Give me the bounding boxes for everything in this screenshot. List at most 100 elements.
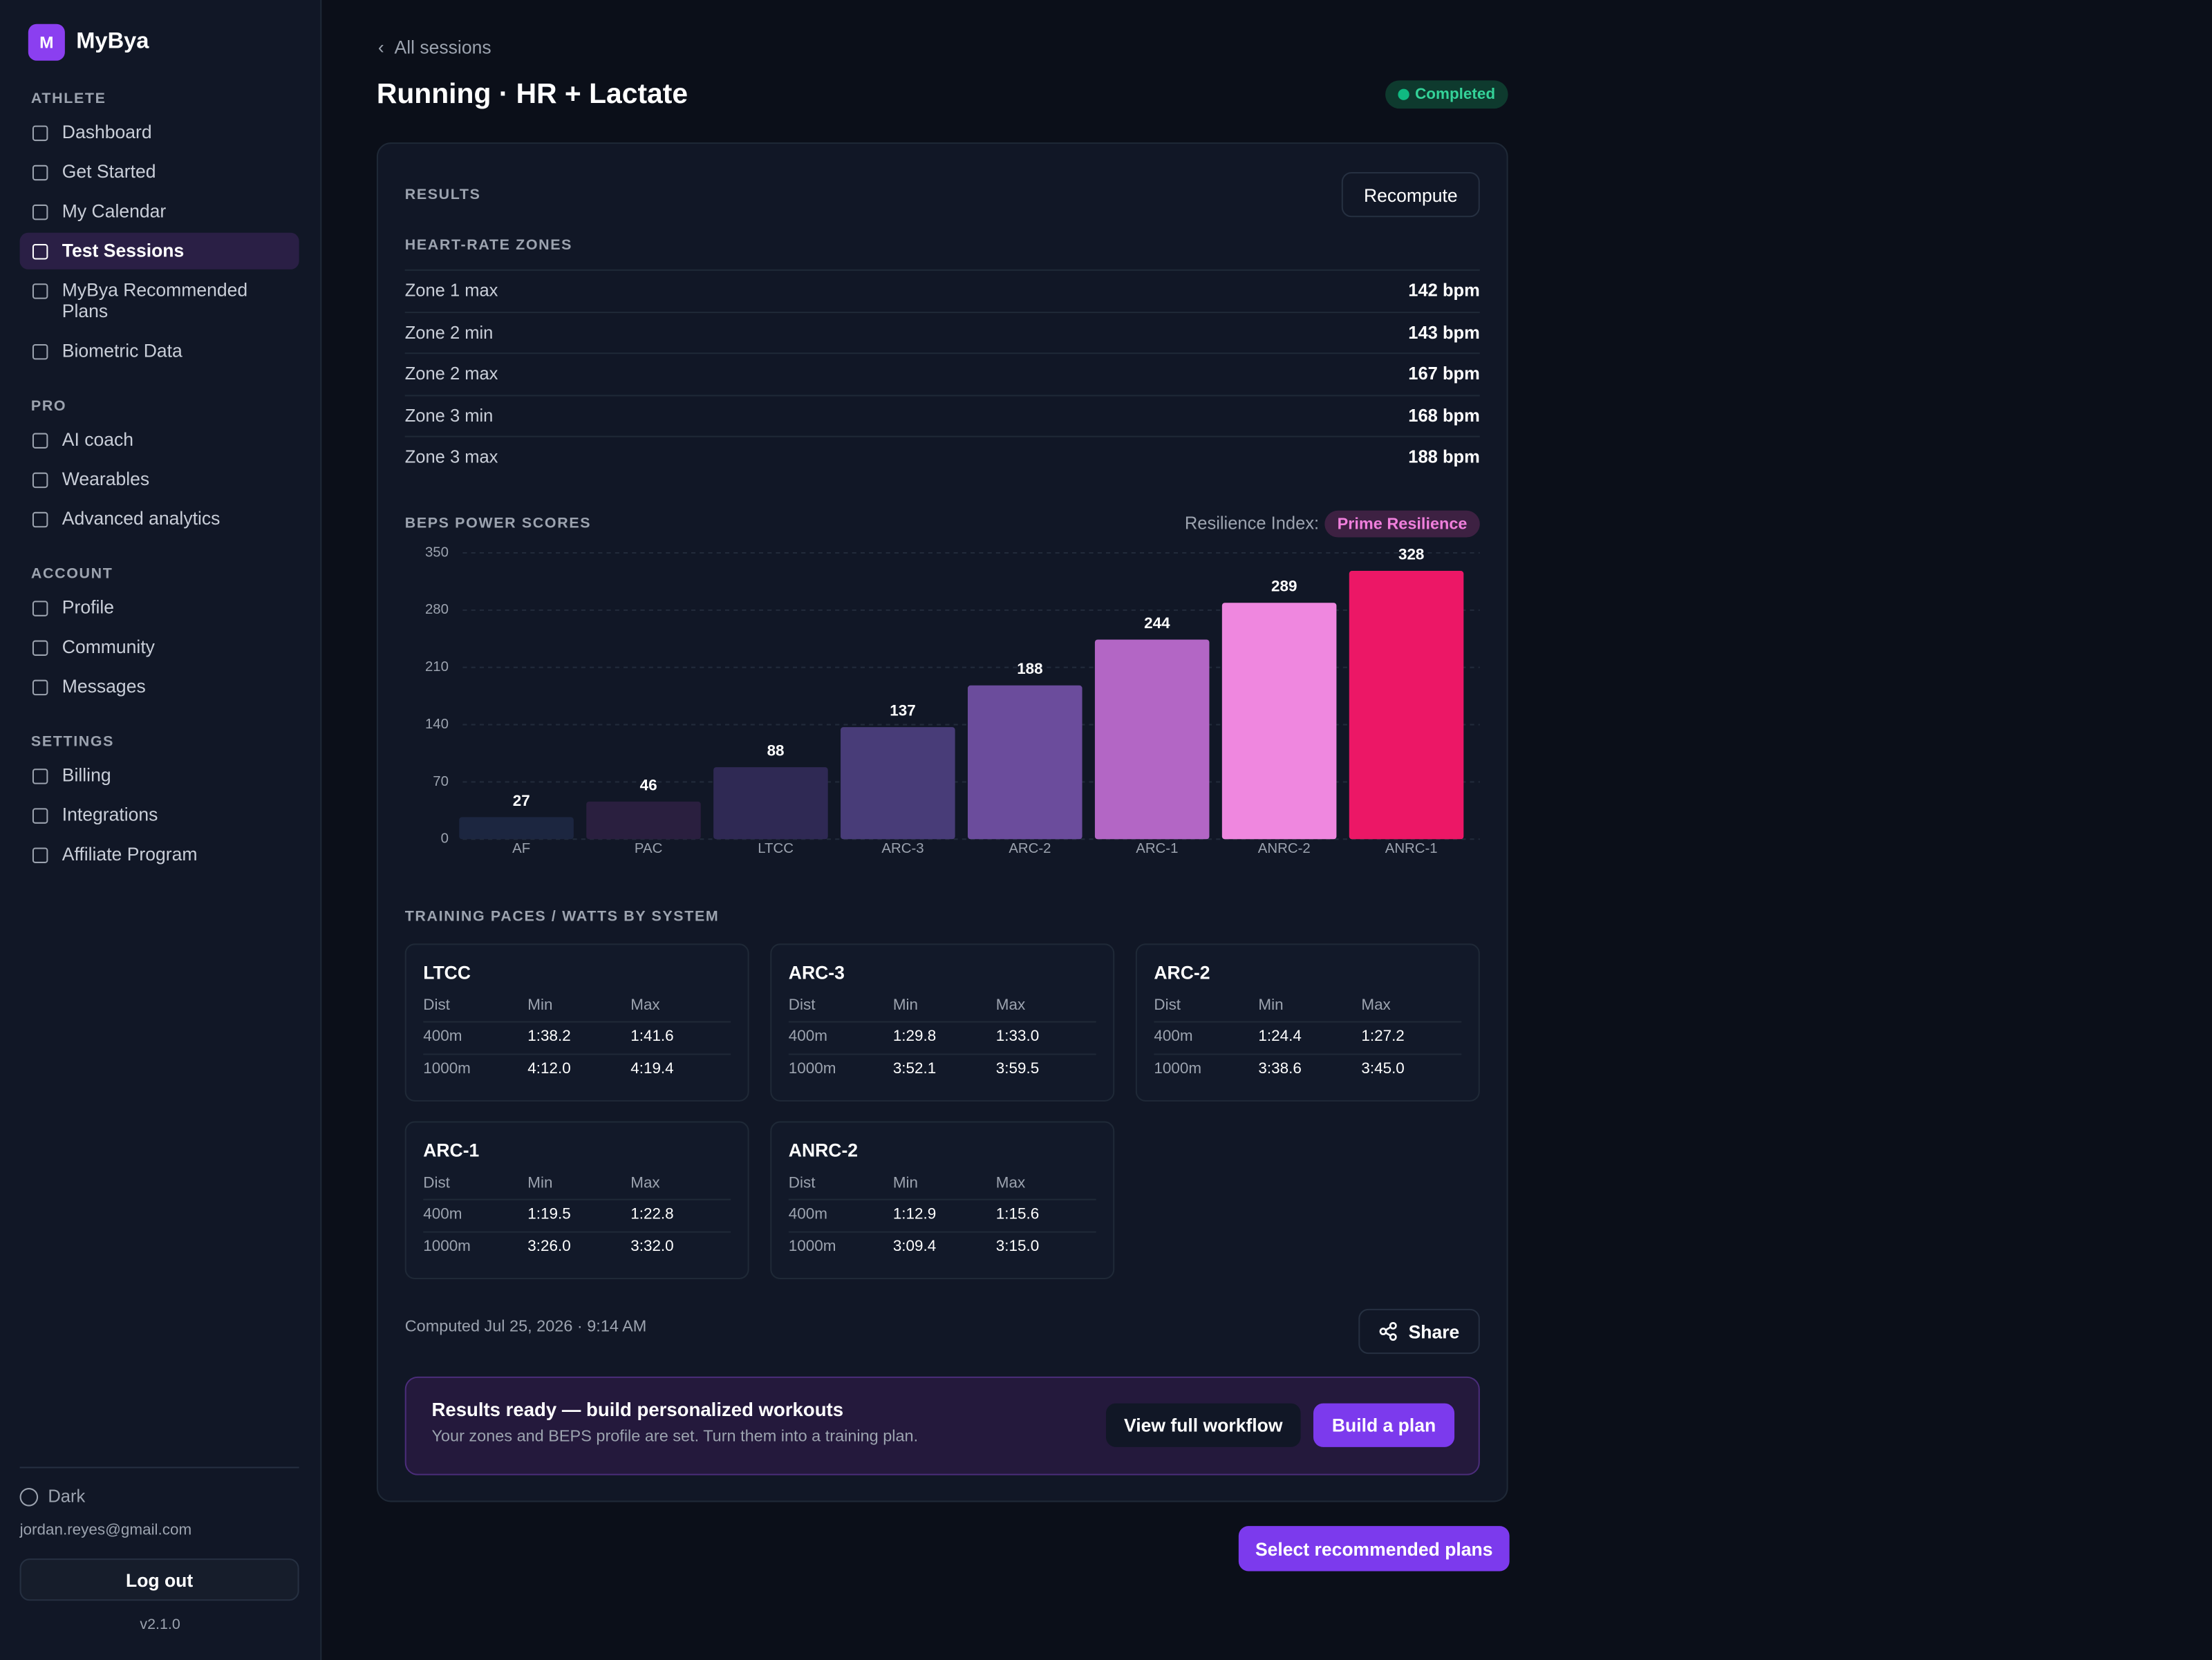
divider <box>19 1466 299 1469</box>
pace-cell: 1:27.2 <box>1361 1028 1405 1046</box>
logo: M <box>28 23 65 61</box>
nav-icon <box>32 679 48 696</box>
x-tick-label: ANRC-1 <box>1385 841 1438 856</box>
bar <box>1221 603 1337 840</box>
status-dot <box>1398 88 1409 100</box>
nav-icon <box>32 343 48 360</box>
pace-header: Min <box>892 1174 919 1192</box>
pace-header: Max <box>630 1174 660 1192</box>
nav-icon <box>32 511 48 528</box>
pace-cell: 1:19.5 <box>527 1205 571 1223</box>
nav-item[interactable]: Community <box>62 636 155 658</box>
recommended-plans-button[interactable]: Select recommended plans <box>1238 1526 1510 1572</box>
pace-header: Min <box>1258 997 1284 1015</box>
nav-item[interactable]: Messages <box>62 675 146 697</box>
pace-header: Dist <box>788 997 816 1015</box>
nav-icon <box>32 472 48 489</box>
zone-label: Zone 3 min <box>404 405 494 426</box>
zone-value: 167 bpm <box>1408 364 1480 384</box>
y-tick-label: 140 <box>425 717 449 732</box>
paces-title: TRAINING PACES / WATTS BY SYSTEM <box>404 908 720 925</box>
share-icon <box>1380 1321 1398 1341</box>
value-label: 289 <box>1271 578 1297 595</box>
status-label: Completed <box>1415 86 1496 103</box>
nav-icon <box>32 847 48 863</box>
nav-item[interactable]: Billing <box>62 764 111 786</box>
pace-header: Dist <box>423 997 450 1015</box>
theme-toggle[interactable]: Dark <box>19 1487 86 1507</box>
nav-item[interactable]: Advanced analytics <box>62 507 221 529</box>
pace-card <box>770 943 1115 1102</box>
pace-cell: 3:45.0 <box>1361 1060 1405 1078</box>
pace-cell: 400m <box>1154 1028 1193 1046</box>
pace-cell: 1000m <box>1154 1060 1202 1078</box>
zone-label: Zone 2 max <box>404 364 498 384</box>
nav-item[interactable]: Biometric Data <box>62 339 182 361</box>
nav-item[interactable]: Dashboard <box>62 121 152 143</box>
share-label: Share <box>1408 1321 1460 1342</box>
x-tick-label: LTCC <box>758 841 794 856</box>
nav-section-label: SETTINGS <box>30 733 115 751</box>
pace-divider <box>423 1198 731 1200</box>
version: v2.1.0 <box>140 1616 180 1634</box>
pace-card-title: ANRC-2 <box>788 1139 859 1161</box>
pace-cell: 400m <box>788 1028 827 1046</box>
page-title: Running · HR + Lactate <box>376 79 688 111</box>
back-link[interactable]: ‹ All sessions <box>377 37 491 58</box>
bar <box>967 685 1082 840</box>
pace-header: Min <box>892 997 919 1015</box>
pace-header: Max <box>1361 997 1391 1015</box>
bar <box>841 727 955 840</box>
pace-divider <box>423 1053 731 1055</box>
pace-header: Max <box>995 1174 1026 1192</box>
pace-header: Min <box>527 1174 553 1192</box>
pace-cell: 3:26.0 <box>527 1238 571 1256</box>
zone-label: Zone 3 max <box>404 446 498 467</box>
pace-header: Max <box>630 997 660 1015</box>
nav-icon <box>32 125 48 142</box>
pace-cell: 1:24.4 <box>1258 1028 1302 1046</box>
nav-item[interactable]: My Calendar <box>62 200 167 222</box>
share-button[interactable]: Share <box>1358 1308 1480 1355</box>
pace-card <box>404 943 749 1102</box>
beps-title: BEPS POWER SCORES <box>404 514 592 532</box>
zone-divider <box>404 310 1480 313</box>
nav-item[interactable]: Integrations <box>62 804 158 825</box>
pace-cell: 400m <box>788 1205 827 1223</box>
pace-divider <box>788 1231 1096 1233</box>
pace-card-title: ARC-2 <box>1154 961 1210 983</box>
pace-cell: 3:38.6 <box>1258 1060 1302 1078</box>
nav-item[interactable]: Wearables <box>62 468 150 490</box>
x-tick-label: ARC-2 <box>1009 841 1051 856</box>
pace-cell: 3:52.1 <box>892 1060 937 1078</box>
nav-item[interactable]: Test Sessions <box>62 239 185 261</box>
nav-icon <box>32 244 48 260</box>
nav-item[interactable]: MyBya Recommended Plans <box>62 279 248 322</box>
nav-item[interactable]: Get Started <box>62 160 156 182</box>
back-label: All sessions <box>394 37 491 58</box>
nav-section-label: ACCOUNT <box>30 565 113 583</box>
cta-title: Results ready — build personalized worko… <box>431 1399 844 1421</box>
value-label: 27 <box>513 792 530 809</box>
pace-header: Dist <box>1154 997 1181 1015</box>
x-tick-label: PAC <box>635 841 662 856</box>
status-badge: Completed <box>1385 80 1508 109</box>
value-label: 328 <box>1398 546 1424 563</box>
workflow-button[interactable]: View full workflow <box>1105 1403 1301 1447</box>
recompute-button[interactable]: Recompute <box>1341 171 1480 218</box>
pace-cell: 1:22.8 <box>630 1205 674 1223</box>
value-label: 46 <box>640 776 657 793</box>
bar <box>586 801 701 840</box>
nav-item[interactable]: Affiliate Program <box>62 843 198 865</box>
nav-section-label: PRO <box>30 397 67 415</box>
nav-item[interactable]: Profile <box>62 596 115 618</box>
value-label: 244 <box>1144 614 1170 632</box>
build-plan-button[interactable]: Build a plan <box>1313 1403 1455 1447</box>
bar <box>713 767 828 840</box>
pace-cell: 400m <box>423 1205 462 1223</box>
logout-button[interactable]: Log out <box>19 1558 299 1601</box>
nav-item[interactable]: AI coach <box>62 428 134 451</box>
zone-label: Zone 1 max <box>404 281 498 301</box>
nav-icon <box>32 204 48 220</box>
